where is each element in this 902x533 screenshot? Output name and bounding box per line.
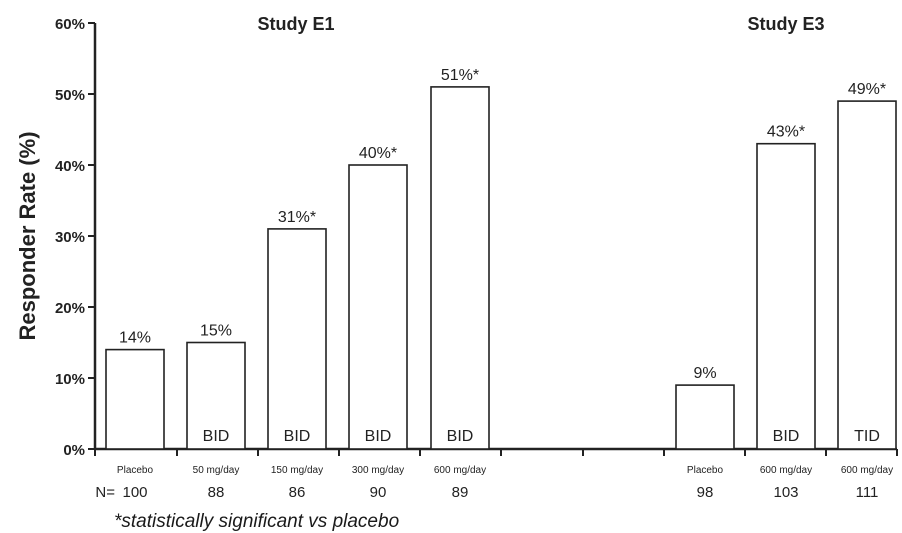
x-tick-label: Placebo — [117, 465, 154, 476]
n-prefix-label: N= — [95, 484, 115, 501]
bar — [837, 100, 897, 450]
bar — [348, 164, 408, 450]
n-value-label: 111 — [856, 484, 879, 501]
y-axis-title: Responder Rate (%) — [15, 131, 40, 340]
x-tick-label: 600 mg/day — [841, 465, 893, 476]
bar-regimen-label: BID — [365, 428, 392, 445]
n-value-label: 89 — [452, 484, 469, 501]
bar — [186, 341, 246, 450]
bar-value-label: 14% — [119, 330, 151, 347]
n-value-label: 98 — [697, 484, 714, 501]
bar-regimen-label: BID — [447, 428, 474, 445]
bar — [267, 228, 327, 450]
y-tick-label: 0% — [63, 442, 85, 459]
y-tick-label: 20% — [55, 300, 85, 317]
n-value-label: 103 — [773, 484, 798, 501]
bar-regimen-label: BID — [284, 428, 311, 445]
bar-regimen-label: BID — [773, 428, 800, 445]
group-title: Study E3 — [747, 14, 824, 34]
x-tick-label: 50 mg/day — [193, 465, 240, 476]
x-tick-label: 300 mg/day — [352, 465, 404, 476]
y-tick-label: 50% — [55, 87, 85, 104]
bar — [105, 348, 165, 450]
y-tick-label: 10% — [55, 371, 85, 388]
bar-value-label: 15% — [200, 323, 232, 340]
bar-value-label: 31%* — [278, 209, 316, 226]
y-tick-label: 30% — [55, 229, 85, 246]
n-value-label: 88 — [208, 484, 225, 501]
n-value-label: 100 — [122, 484, 147, 501]
n-value-label: 86 — [289, 484, 306, 501]
footnote: *statistically significant vs placebo — [114, 511, 400, 532]
n-value-label: 90 — [370, 484, 387, 501]
x-tick-label: Placebo — [687, 465, 724, 476]
y-tick-label: 60% — [55, 16, 85, 33]
bar-value-label: 51%* — [441, 67, 479, 84]
group-title: Study E1 — [257, 14, 334, 34]
x-tick-label: 150 mg/day — [271, 465, 323, 476]
bar-regimen-label: BID — [203, 428, 230, 445]
y-tick-label: 40% — [55, 158, 85, 175]
bar — [430, 86, 490, 450]
bar — [756, 142, 816, 450]
bar-regimen-label: TID — [854, 428, 880, 445]
bar — [675, 384, 735, 450]
bar-value-label: 43%* — [767, 124, 805, 141]
x-tick-label: 600 mg/day — [434, 465, 486, 476]
bar-value-label: 49%* — [848, 81, 886, 98]
bar-value-label: 9% — [693, 365, 716, 382]
x-tick-label: 600 mg/day — [760, 465, 812, 476]
bar-value-label: 40%* — [359, 145, 397, 162]
